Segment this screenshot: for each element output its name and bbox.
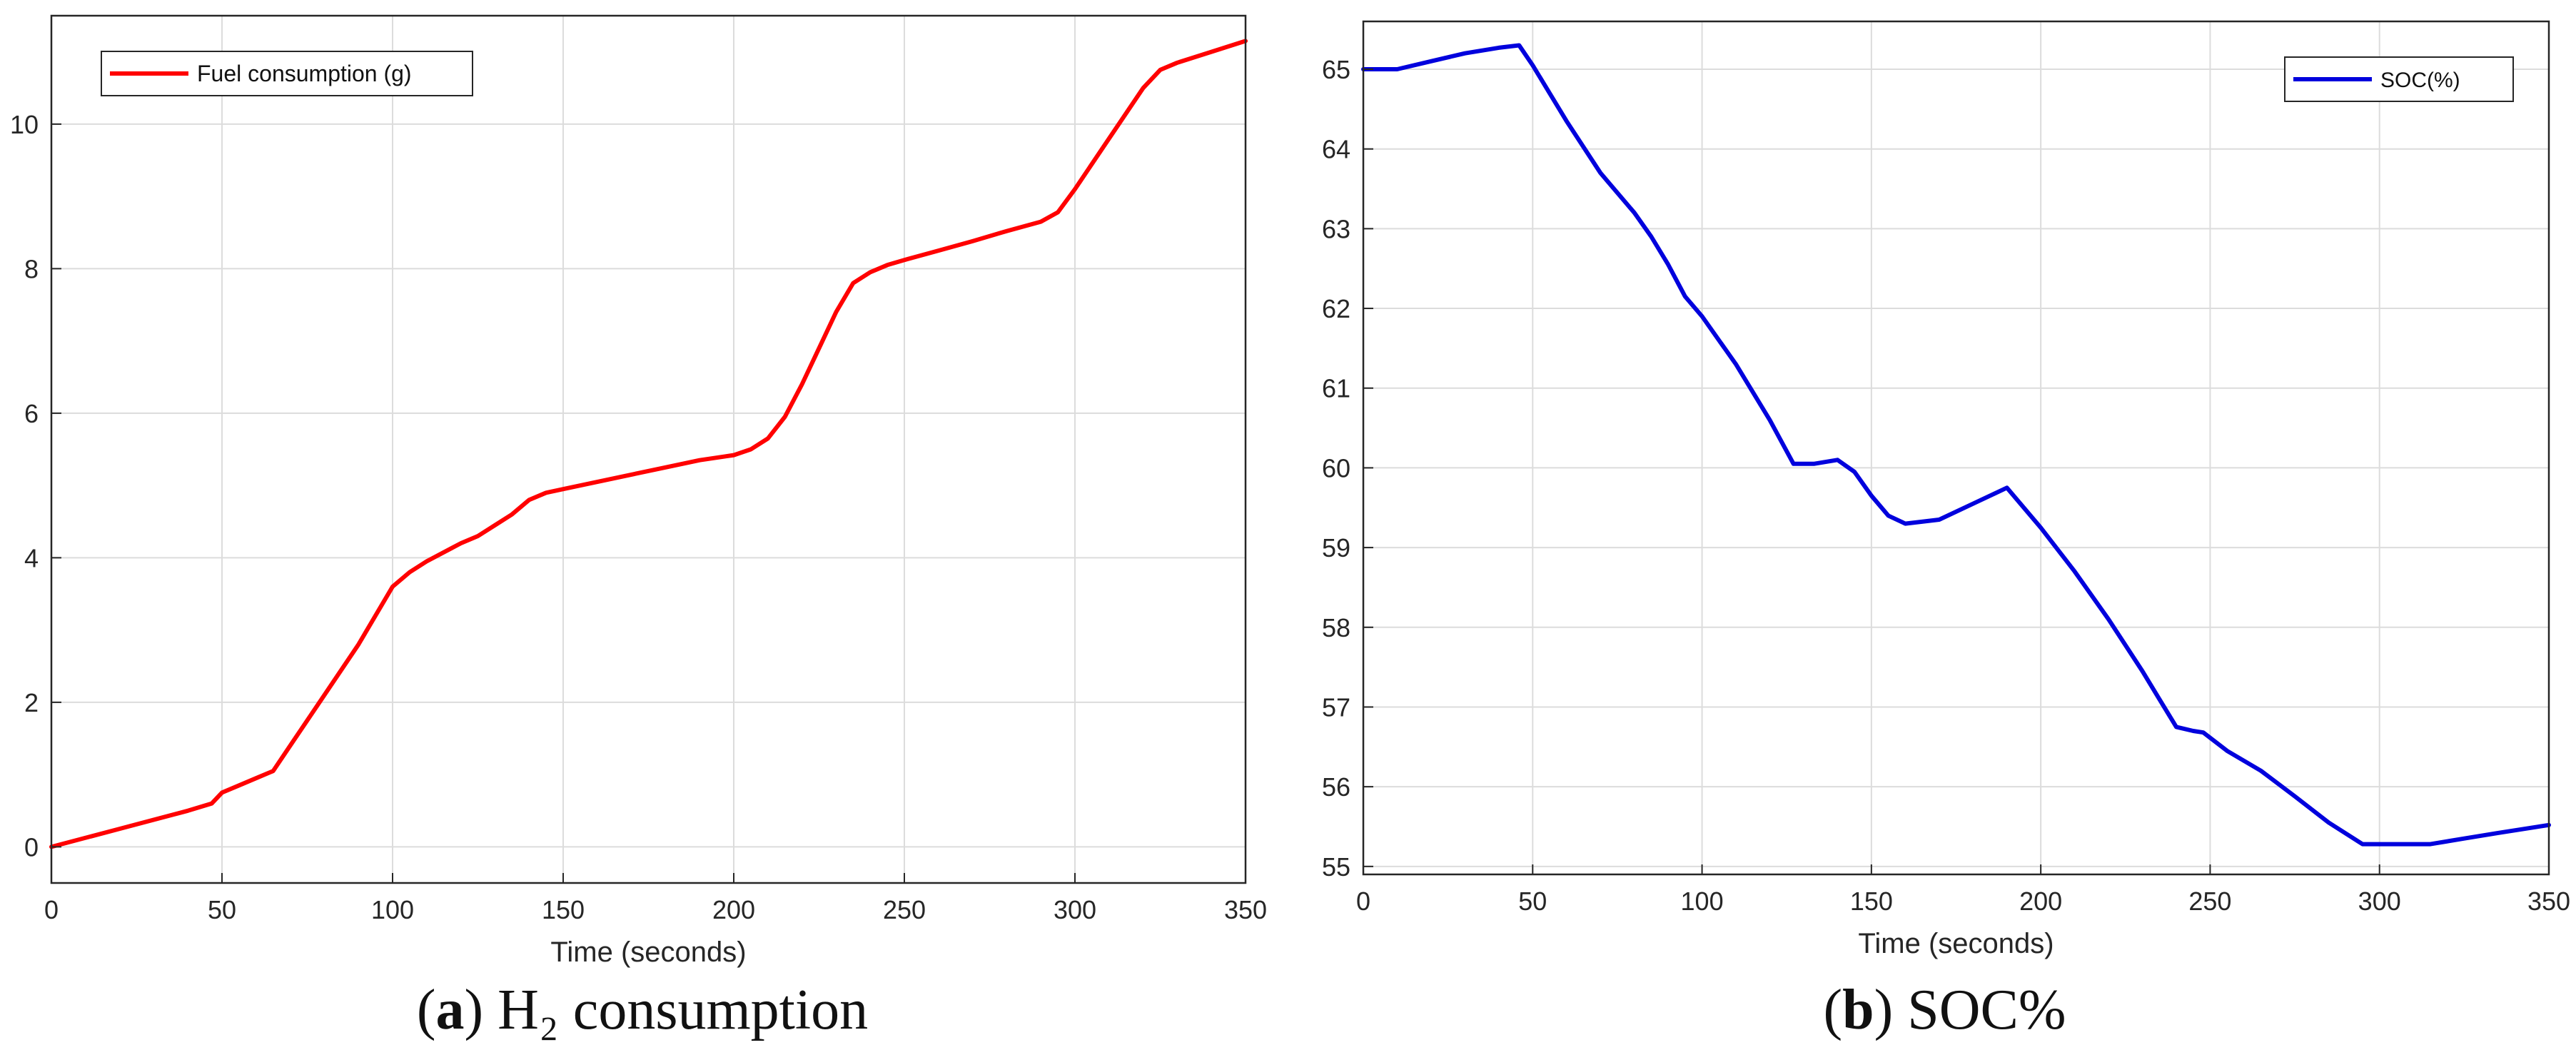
chart-soc: 0 50 100 150 200 250 300 350 55 56 57 58 59 60 61 62 63 6… bbox=[1322, 20, 2570, 959]
y-tick-label: 65 bbox=[1322, 55, 1350, 84]
y-tick-label: 64 bbox=[1322, 135, 1350, 164]
y-tick-label: 61 bbox=[1322, 374, 1350, 403]
x-tick-label: 150 bbox=[542, 895, 585, 924]
x-tick-label: 350 bbox=[2527, 887, 2570, 916]
x-tick-label: 200 bbox=[2019, 887, 2062, 916]
y-tick-label: 62 bbox=[1322, 294, 1350, 323]
chart-fuel-consumption: 0 50 100 150 200 250 300 350 0 2 4 6 8 10 Time (second… bbox=[10, 14, 1267, 968]
x-tick-label: 250 bbox=[2188, 887, 2231, 916]
x-axis-label: Time (seconds) bbox=[1858, 928, 2054, 959]
x-tick-label: 50 bbox=[1518, 887, 1547, 916]
caption-a-letter: a bbox=[435, 979, 465, 1041]
y-tick-label: 4 bbox=[24, 543, 39, 572]
axes-box bbox=[1362, 20, 2550, 876]
y-tick-label: 10 bbox=[10, 110, 39, 139]
y-tick-label: 2 bbox=[24, 688, 39, 717]
x-tick-label: 300 bbox=[1054, 895, 1096, 924]
x-tick-label: 50 bbox=[208, 895, 236, 924]
series-line bbox=[1361, 43, 2551, 847]
y-tick-label: 0 bbox=[24, 832, 39, 862]
x-tick-label: 0 bbox=[44, 895, 59, 924]
caption-b-letter: b bbox=[1842, 979, 1874, 1041]
x-tick-label: 250 bbox=[883, 895, 926, 924]
caption-a-text: H₂ consumption bbox=[497, 979, 869, 1041]
y-tick-label: 59 bbox=[1322, 533, 1350, 562]
plot-area bbox=[1363, 21, 2549, 874]
plot-area bbox=[51, 16, 1246, 883]
axes-box bbox=[50, 14, 1247, 884]
x-axis-label: Time (seconds) bbox=[550, 937, 746, 968]
y-tick-label: 55 bbox=[1322, 852, 1350, 882]
legend-label: Fuel consumption (g) bbox=[197, 61, 412, 86]
x-tick-label: 100 bbox=[1681, 887, 1724, 916]
x-tick-label: 0 bbox=[1356, 887, 1370, 916]
x-tick-label: 150 bbox=[1850, 887, 1893, 916]
y-tick-label: 63 bbox=[1322, 214, 1350, 243]
x-tick-label: 100 bbox=[371, 895, 414, 924]
caption-b: (b) SOC% bbox=[1823, 979, 2066, 1041]
y-tick-label: 60 bbox=[1322, 453, 1350, 483]
series-line bbox=[49, 39, 1248, 849]
x-tick-label: 350 bbox=[1224, 895, 1267, 924]
legend-label: SOC(%) bbox=[2380, 69, 2460, 92]
y-tick-label: 6 bbox=[24, 399, 39, 428]
caption-a: (a) H₂ consumption bbox=[416, 979, 869, 1041]
x-tick-label: 200 bbox=[712, 895, 755, 924]
caption-b-text: SOC% bbox=[1907, 979, 2066, 1041]
y-tick-label: 56 bbox=[1322, 772, 1350, 802]
y-tick-label: 8 bbox=[24, 254, 39, 283]
x-tick-label: 300 bbox=[2358, 887, 2401, 916]
y-tick-label: 58 bbox=[1322, 613, 1350, 642]
y-tick-label: 57 bbox=[1322, 692, 1350, 722]
